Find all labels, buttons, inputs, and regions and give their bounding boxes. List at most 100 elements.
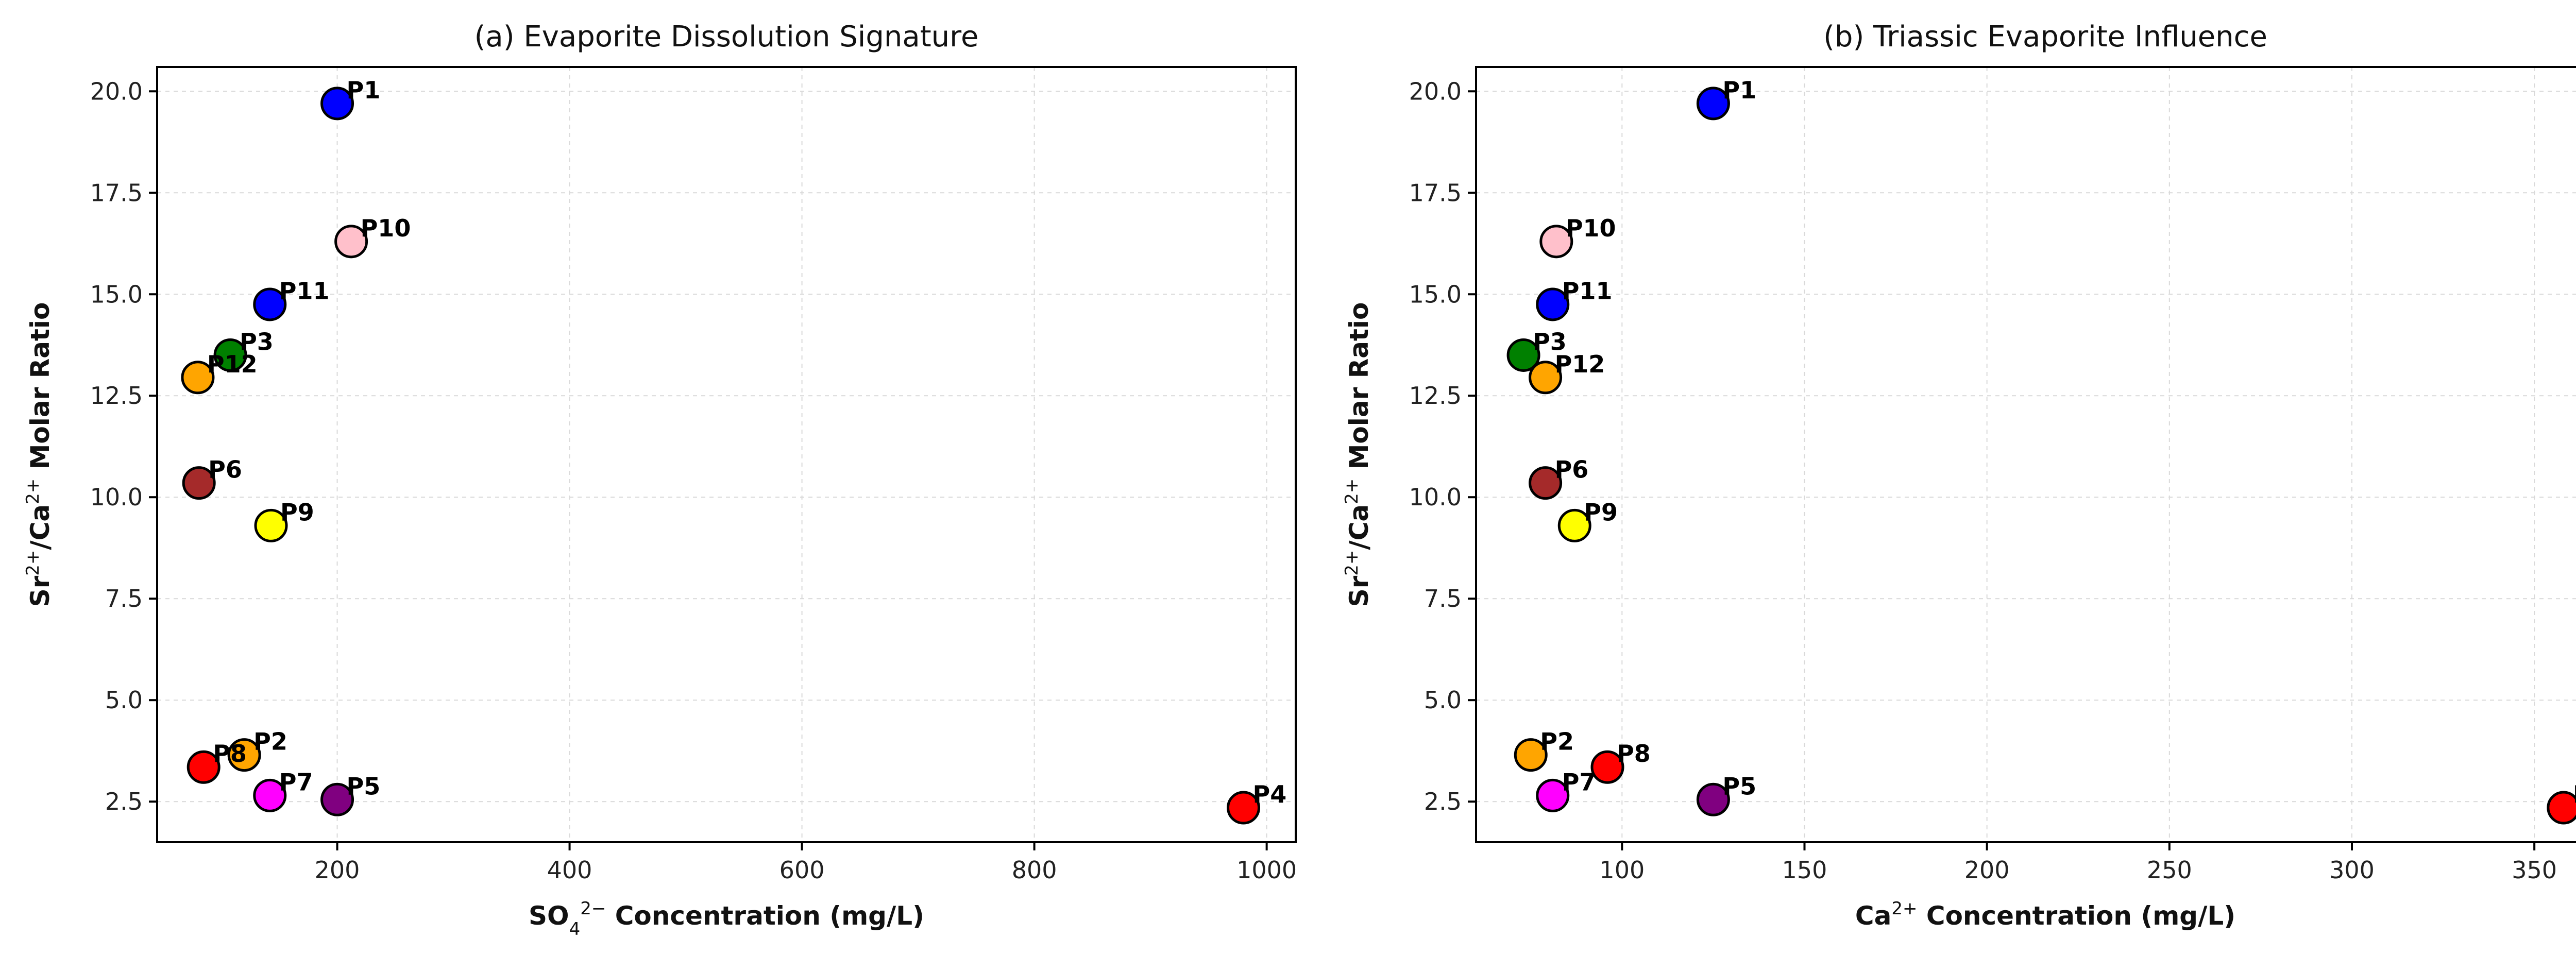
x-tick-label: 250 — [2147, 856, 2192, 884]
data-point-p2[interactable] — [227, 738, 261, 772]
x-axis-title-superscript: 2+ — [1891, 898, 1917, 919]
y-tick-label: 10.0 — [90, 483, 143, 511]
y-tick-label: 15.0 — [90, 280, 143, 308]
y-axis-title: Sr2+/Ca2+ Molar Ratio — [23, 302, 55, 607]
y-axis-title-text: Sr — [1344, 575, 1374, 607]
data-point-p4[interactable] — [1227, 791, 1261, 825]
data-point-p7[interactable] — [1536, 778, 1570, 812]
data-label-p4: P4 — [2573, 780, 2576, 808]
data-label-p5: P5 — [1722, 772, 1756, 800]
chart-title: (a) Evaporite Dissolution Signature — [474, 20, 979, 54]
x-tick-label: 1000 — [1236, 856, 1297, 884]
x-axis-title: Ca2+ Concentration (mg/L) — [1855, 898, 2235, 931]
data-label-p12: P12 — [1555, 350, 1605, 378]
data-point-p6[interactable] — [182, 466, 216, 500]
x-axis-title-superscript: 2− — [580, 898, 606, 919]
data-label-p11: P11 — [1562, 277, 1613, 305]
y-tick-label: 2.5 — [1424, 788, 1462, 815]
x-axis-title-text: Concentration (mg/L) — [606, 901, 924, 931]
data-label-p7: P7 — [1562, 768, 1596, 796]
y-tick-label: 5.0 — [1424, 686, 1462, 714]
data-point-p7[interactable] — [253, 778, 287, 812]
y-tick-label: 10.0 — [1409, 483, 1462, 511]
data-point-p2[interactable] — [1514, 738, 1548, 772]
data-label-p11: P11 — [279, 277, 330, 305]
y-axis-title-superscript: 2+ — [1342, 479, 1362, 504]
data-point-p6[interactable] — [1529, 466, 1563, 500]
data-label-p8: P8 — [1617, 740, 1651, 768]
data-label-p1: P1 — [1722, 76, 1756, 104]
chart-panel-b: 100 150 200 250 300 350 2.5 5.0 7.5 10.0 12.5 15.0 1… — [1342, 20, 2576, 931]
data-label-p6: P6 — [1555, 456, 1589, 484]
y-axis-title-superscript: 2+ — [1342, 550, 1362, 576]
data-point-p4[interactable] — [2547, 791, 2576, 825]
x-axis-title-text: Ca — [1855, 901, 1891, 931]
data-label-p4: P4 — [1253, 780, 1287, 808]
data-point-p5[interactable] — [320, 782, 354, 816]
x-tick-label: 800 — [1012, 856, 1057, 884]
y-axis-title-text: Molar Ratio — [1344, 302, 1374, 479]
data-label-p9: P9 — [280, 498, 314, 526]
y-axis-title-superscript: 2+ — [23, 479, 43, 504]
grid — [157, 67, 1296, 842]
data-point-p10[interactable] — [334, 225, 368, 259]
data-point-p1[interactable] — [1696, 87, 1730, 121]
y-tick-label: 17.5 — [1409, 179, 1462, 207]
x-axis-title-text: SO — [529, 901, 569, 931]
y-tick-label: 20.0 — [1409, 77, 1462, 105]
data-point-p8[interactable] — [1590, 750, 1624, 784]
x-tick-label: 150 — [1782, 856, 1827, 884]
data-label-p2: P2 — [253, 728, 287, 756]
chart-title: (b) Triassic Evaporite Influence — [1823, 20, 2267, 54]
y-axis-title-text: /Ca — [1344, 504, 1374, 550]
data-point-p12[interactable] — [181, 361, 215, 395]
y-tick-label: 15.0 — [1409, 280, 1462, 308]
y-tick-label: 2.5 — [105, 788, 143, 815]
y-axis-title-text: Sr — [25, 575, 55, 607]
data-point-p10[interactable] — [1539, 225, 1573, 259]
data-point-p3[interactable] — [1506, 338, 1540, 372]
data-label-p2: P2 — [1540, 728, 1574, 756]
data-label-p7: P7 — [279, 768, 313, 796]
y-axis-title-text: Molar Ratio — [25, 302, 55, 479]
y-tick-label: 17.5 — [90, 179, 143, 207]
data-label-p8: P8 — [213, 740, 247, 768]
data-label-p3: P3 — [240, 328, 274, 355]
data-point-p1[interactable] — [320, 87, 354, 121]
y-axis-title-text: /Ca — [25, 504, 55, 550]
data-point-p12[interactable] — [1529, 361, 1563, 395]
x-axis-title: SO42− Concentration (mg/L) — [529, 898, 924, 940]
data-label-p1: P1 — [347, 76, 381, 104]
data-point-p8[interactable] — [187, 750, 221, 784]
y-tick-label: 5.0 — [105, 686, 143, 714]
data-label-p6: P6 — [208, 456, 242, 484]
x-tick-label: 300 — [2329, 856, 2375, 884]
data-point-p11[interactable] — [253, 287, 287, 321]
x-tick-label: 600 — [779, 856, 825, 884]
y-axis-title-superscript: 2+ — [23, 550, 43, 576]
y-tick-label: 20.0 — [90, 77, 143, 105]
data-label-p10: P10 — [1566, 214, 1616, 242]
data-point-p9[interactable] — [254, 508, 288, 542]
x-axis-title-subscript: 4 — [569, 919, 581, 940]
x-tick-label: 200 — [1964, 856, 2010, 884]
data-label-p5: P5 — [347, 772, 381, 800]
data-point-p5[interactable] — [1696, 782, 1730, 816]
x-tick-label: 400 — [547, 856, 592, 884]
data-point-p11[interactable] — [1536, 287, 1570, 321]
y-tick-label: 7.5 — [1424, 585, 1462, 612]
data-label-p9: P9 — [1584, 498, 1618, 526]
data-label-p12: P12 — [207, 350, 258, 378]
y-tick-label: 12.5 — [1409, 382, 1462, 410]
x-tick-label: 100 — [1599, 856, 1645, 884]
data-point-p3[interactable] — [213, 338, 247, 372]
data-point-p9[interactable] — [1557, 508, 1591, 542]
y-tick-label: 7.5 — [105, 585, 143, 612]
x-tick-label: 200 — [315, 856, 360, 884]
data-label-p3: P3 — [1533, 328, 1567, 355]
y-tick-label: 12.5 — [90, 382, 143, 410]
x-axis-title-text: Concentration (mg/L) — [1917, 901, 2235, 931]
plot-area-frame — [156, 66, 1297, 843]
